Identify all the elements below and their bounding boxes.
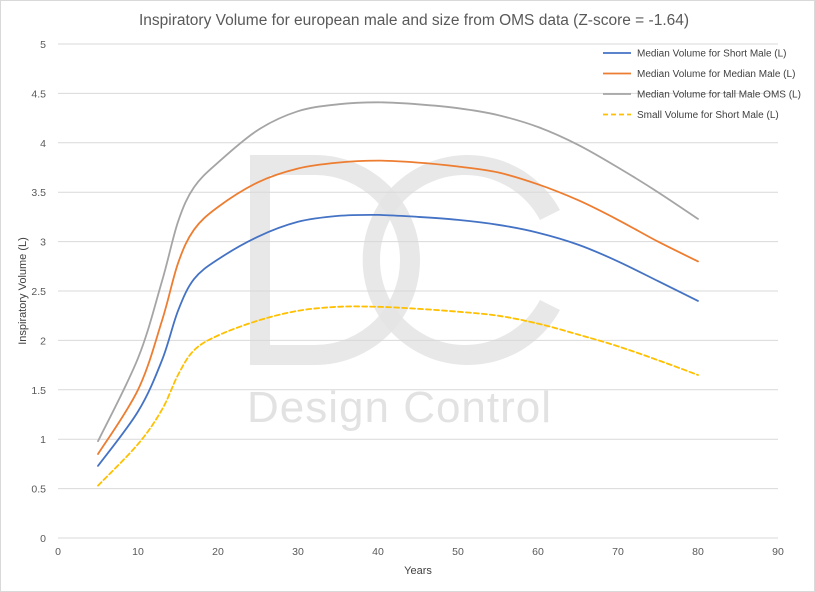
legend: Median Volume for Short Male (L) Median V…: [603, 49, 801, 121]
x-tick-label: 0: [55, 546, 61, 558]
legend-label: Median Volume for tall Male OMS (L): [637, 90, 801, 101]
x-axis-ticks: 0 10 20 30 40 50 60 70 80 90: [55, 546, 784, 558]
x-tick-label: 50: [452, 546, 464, 558]
series-group: [97, 101, 699, 487]
y-tick-label: 2: [40, 335, 46, 347]
y-axis-label: Inspiratory Volume (L): [17, 237, 29, 345]
x-tick-label: 70: [612, 546, 624, 558]
legend-label: Median Volume for Median Male (L): [637, 69, 795, 80]
y-tick-label: 2.5: [31, 286, 46, 298]
x-tick-label: 80: [692, 546, 704, 558]
y-tick-label: 1: [40, 434, 46, 446]
x-tick-label: 30: [292, 546, 304, 558]
x-tick-label: 40: [372, 546, 384, 558]
x-axis-label: Years: [404, 565, 432, 577]
y-tick-label: 1.5: [31, 385, 46, 397]
watermark-logo: [250, 155, 560, 366]
chart-title: Inspiratory Volume for european male and…: [139, 12, 689, 29]
y-tick-label: 0: [40, 533, 46, 545]
y-tick-label: 3: [40, 237, 46, 249]
x-tick-label: 10: [132, 546, 144, 558]
series-line-4: [97, 305, 699, 487]
y-tick-label: 5: [40, 39, 46, 51]
series-line-1: [97, 213, 699, 467]
y-tick-label: 3.5: [31, 187, 46, 199]
y-tick-label: 4.5: [31, 88, 46, 100]
legend-label: Median Volume for Short Male (L): [637, 49, 787, 60]
series-line-2: [97, 159, 699, 455]
y-axis-ticks: 0 0.5 1 1.5 2 2.5 3 3.5 4 4.5 5: [31, 39, 46, 545]
watermark-caption: Design Control: [247, 383, 552, 432]
legend-label: Small Volume for Short Male (L): [637, 110, 779, 121]
y-tick-label: 4: [40, 138, 46, 150]
x-tick-label: 20: [212, 546, 224, 558]
y-tick-label: 0.5: [31, 484, 46, 496]
x-tick-label: 90: [772, 546, 784, 558]
watermark: Design Control: [247, 155, 560, 432]
x-tick-label: 60: [532, 546, 544, 558]
series-line-3: [97, 101, 699, 443]
